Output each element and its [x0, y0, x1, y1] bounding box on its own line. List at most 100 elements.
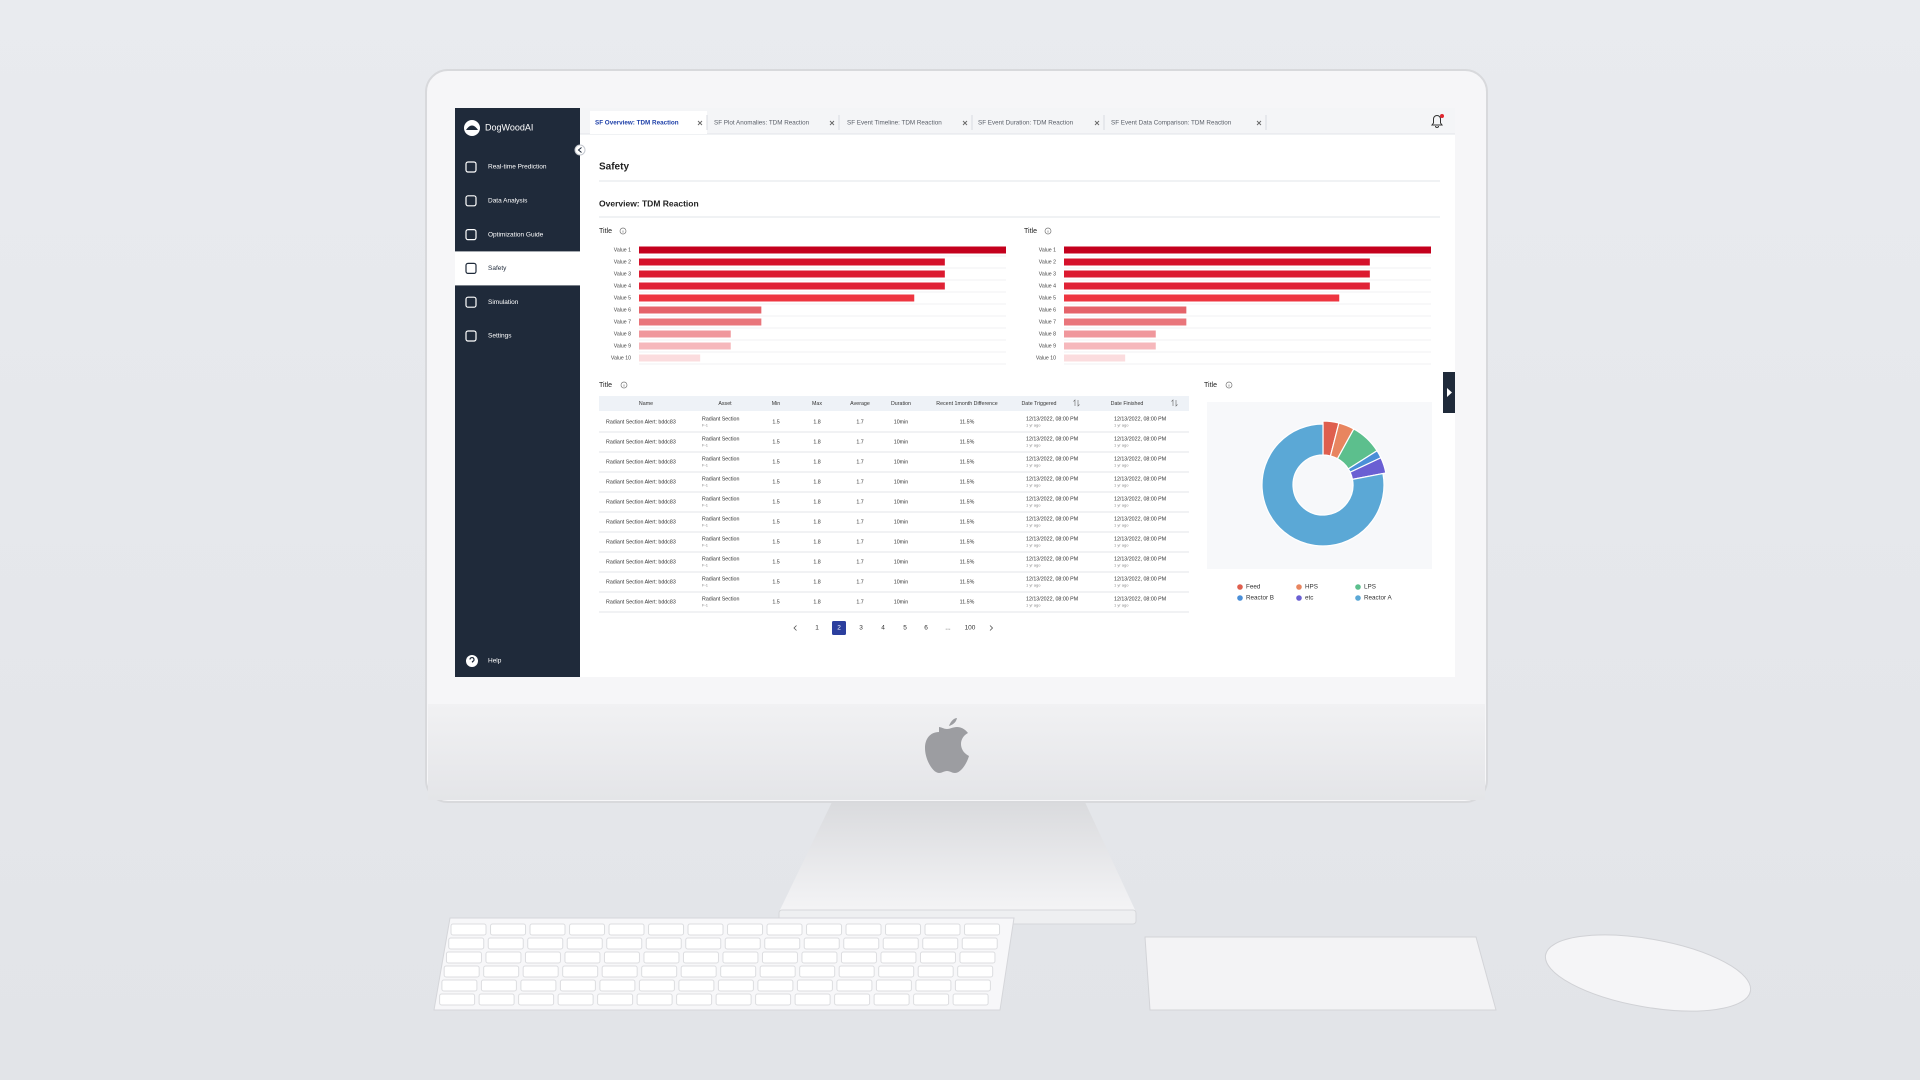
cell: 1.5: [772, 499, 779, 505]
key: [919, 951, 956, 964]
monitor-stand: [779, 800, 1136, 912]
cell: Radiant Section Alert: bddc83: [606, 559, 676, 565]
menu-label: Data Analysis: [488, 198, 528, 205]
tab-close[interactable]: [697, 120, 703, 126]
page-button[interactable]: 4: [881, 625, 885, 632]
table-row: Radiant Section Alert: bddc83 Radiant Sec…: [599, 496, 1189, 513]
tab-label: SF Plot Anomalies: TDM Reaction: [714, 120, 810, 127]
key: [566, 937, 603, 950]
tab-close[interactable]: [1094, 120, 1100, 126]
cell: Radiant Section: [702, 556, 739, 562]
menu-label: Settings: [488, 333, 512, 340]
key: [487, 937, 524, 950]
bar: [1064, 306, 1187, 314]
cell: 10min: [894, 539, 908, 545]
cell: 1.5: [772, 439, 779, 445]
cell: 1 yr ago: [1114, 483, 1129, 488]
menu-item[interactable]: Simulation: [465, 296, 519, 308]
cell: 12/13/2022, 08:00 PM: [1026, 556, 1078, 562]
tab[interactable]: SF Event Duration: TDM Reaction: [978, 115, 1105, 130]
key: [764, 937, 801, 950]
cell: 1.8: [813, 519, 820, 525]
sort-icon[interactable]: [1171, 399, 1178, 407]
key: [959, 951, 996, 964]
page-next[interactable]: [989, 625, 994, 631]
page-active-bg: [832, 621, 846, 635]
tab-close[interactable]: [829, 120, 835, 126]
help-icon[interactable]: [466, 655, 478, 667]
key: [648, 923, 685, 936]
bar: [1064, 354, 1126, 362]
page-button[interactable]: 100: [965, 625, 976, 632]
key: [922, 937, 959, 950]
y-tick-label: Value 10: [611, 355, 631, 361]
cell: 1.5: [772, 419, 779, 425]
key: [478, 993, 515, 1006]
menu-item[interactable]: Safety: [455, 251, 580, 286]
cell: 1.5: [772, 579, 779, 585]
cell: 1.8: [813, 419, 820, 425]
cell: 10min: [894, 599, 908, 605]
bar: [639, 258, 945, 266]
key: [924, 923, 961, 936]
chart-title: Title: [599, 228, 612, 235]
sidebar: [455, 108, 580, 677]
cell: 11.5%: [960, 439, 975, 445]
menu-item[interactable]: Optimization Guide: [465, 228, 544, 241]
sort-icon[interactable]: [1073, 399, 1080, 407]
key: [875, 979, 912, 992]
notification-bell[interactable]: [1431, 115, 1443, 128]
tab[interactable]: SF Event Data Comparison: TDM Reaction: [1111, 115, 1267, 130]
menu-item[interactable]: Real-time Prediction: [465, 161, 547, 173]
key: [603, 951, 640, 964]
cell: Radiant Section Alert: bddc83: [606, 519, 676, 525]
page-button[interactable]: ...: [945, 625, 951, 632]
page-button[interactable]: 2: [832, 621, 846, 635]
bar: [639, 330, 731, 338]
page-button[interactable]: 1: [815, 625, 819, 632]
menu-item[interactable]: Settings: [465, 330, 512, 342]
key: [445, 951, 482, 964]
page-button[interactable]: 3: [859, 625, 863, 632]
tab-close[interactable]: [962, 120, 968, 126]
cell: Radiant Section: [702, 456, 739, 462]
cell: 1.7: [856, 459, 863, 465]
key: [680, 965, 717, 978]
y-tick-label: Value 5: [614, 295, 631, 301]
cell: 10min: [894, 499, 908, 505]
screen-bg: [455, 108, 1455, 677]
cell: 10min: [894, 519, 908, 525]
tab-close[interactable]: [1256, 120, 1262, 126]
trackpad: [1144, 936, 1497, 1011]
tab-label: SF Event Duration: TDM Reaction: [978, 120, 1074, 127]
cell: 12/13/2022, 08:00 PM: [1026, 416, 1078, 422]
tab[interactable]: SF Overview: TDM Reaction: [590, 111, 708, 134]
key: [840, 951, 877, 964]
page-button[interactable]: 5: [903, 625, 907, 632]
cell: 10min: [894, 439, 908, 445]
menu-label: Real-time Prediction: [488, 164, 547, 171]
key: [885, 923, 922, 936]
cell: Radiant Section Alert: bddc83: [606, 479, 676, 485]
collapse-button[interactable]: [574, 144, 586, 156]
cell: 1.8: [813, 559, 820, 565]
page-prev[interactable]: [793, 625, 797, 631]
y-tick-label: Value 7: [1039, 319, 1056, 325]
key: [601, 965, 638, 978]
table-row: Radiant Section Alert: bddc83 Radiant Sec…: [599, 556, 1189, 573]
cell: F-1: [702, 603, 709, 608]
bar: [639, 270, 945, 278]
menu-label: Safety: [488, 265, 507, 272]
cell: 10min: [894, 479, 908, 485]
page-button[interactable]: 6: [924, 625, 928, 632]
menu-item[interactable]: Data Analysis: [465, 195, 528, 207]
key: [608, 923, 645, 936]
cell: 12/13/2022, 08:00 PM: [1026, 576, 1078, 582]
tab[interactable]: SF Event Timeline: TDM Reaction: [847, 115, 973, 130]
key: [439, 993, 476, 1006]
cell: 12/13/2022, 08:00 PM: [1026, 516, 1078, 522]
tab[interactable]: SF Plot Anomalies: TDM Reaction: [714, 115, 840, 130]
cell: 1.5: [772, 559, 779, 565]
